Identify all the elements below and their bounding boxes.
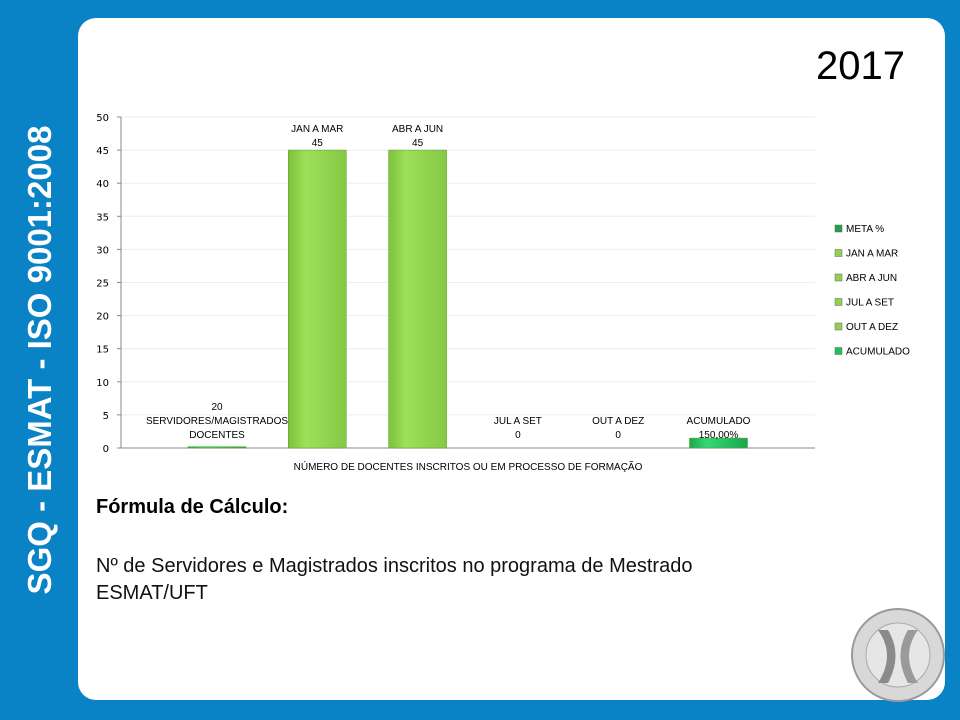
y-tick-label: 35 xyxy=(96,212,109,223)
legend-entry: ACUMULADO xyxy=(846,347,910,358)
y-tick-label: 15 xyxy=(96,345,109,356)
data-label: 0 xyxy=(515,430,521,441)
legend-swatch xyxy=(834,322,843,331)
data-label: SERVIDORES/MAGISTRADOS xyxy=(146,416,288,427)
data-label: ABR A JUN xyxy=(392,124,443,135)
data-label: JAN A MAR xyxy=(291,124,343,135)
data-label: 45 xyxy=(312,138,324,149)
y-tick-label: 40 xyxy=(96,179,109,190)
y-tick-label: 30 xyxy=(96,245,109,256)
y-tick-label: 25 xyxy=(96,279,109,290)
slide-panel xyxy=(78,18,945,700)
data-label: 0 xyxy=(615,430,621,441)
data-label: ACUMULADO xyxy=(687,416,751,427)
year-title: 2017 xyxy=(816,44,905,88)
bar-abr-a-jun xyxy=(388,149,447,449)
legend-entry: JUL A SET xyxy=(846,298,894,309)
legend-entry: META % xyxy=(846,224,884,235)
bar-acumulado xyxy=(689,437,748,449)
data-label: OUT A DEZ xyxy=(592,416,644,427)
legend-swatch xyxy=(834,273,843,282)
legend-entry: JAN A MAR xyxy=(846,249,898,260)
legend-entry: OUT A DEZ xyxy=(846,322,898,333)
y-tick-label: 5 xyxy=(103,411,109,422)
formula-text: Nº de Servidores e Magistrados inscritos… xyxy=(96,555,693,604)
legend-swatch xyxy=(834,298,843,306)
x-axis-label: NÚMERO DE DOCENTES INSCRITOS OU EM PROCE… xyxy=(294,460,643,473)
bar-meta- xyxy=(187,446,247,449)
data-label: 20 xyxy=(211,402,223,413)
esmat-seal-logo xyxy=(851,608,945,702)
y-tick-label: 10 xyxy=(96,378,109,389)
y-tick-label: 50 xyxy=(96,113,109,124)
data-label: JUL A SET xyxy=(494,416,542,427)
y-tick-label: 20 xyxy=(96,312,109,323)
formula-title: Fórmula de Cálculo: xyxy=(96,496,289,518)
legend-swatch xyxy=(834,224,843,233)
legend-entry: ABR A JUN xyxy=(846,273,897,284)
data-label: 150,00% xyxy=(699,430,739,441)
bar-jan-a-mar xyxy=(288,149,347,449)
legend-swatch xyxy=(834,249,843,257)
data-label: 45 xyxy=(412,138,424,149)
y-tick-label: 45 xyxy=(96,146,109,157)
y-tick-label: 0 xyxy=(103,444,109,455)
data-label: DOCENTES xyxy=(189,430,245,441)
legend-swatch xyxy=(834,347,843,355)
